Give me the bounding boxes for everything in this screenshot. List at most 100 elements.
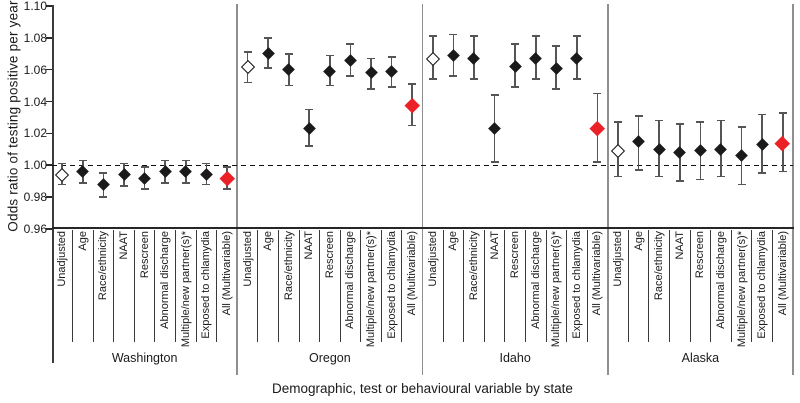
x-category-label: NAAT	[670, 231, 691, 343]
data-point-diamond-filled	[261, 47, 275, 61]
error-bar-cap-bottom	[305, 145, 314, 147]
x-axis-line	[52, 227, 794, 229]
category-separator	[463, 230, 465, 342]
data-point-diamond-filled	[652, 142, 666, 156]
error-bar-cap-bottom	[78, 182, 87, 184]
category-separator	[504, 230, 506, 342]
x-category-label-text: NAAT	[118, 231, 131, 260]
data-point-diamond-filled	[323, 64, 337, 78]
error-bar-cap-top	[284, 52, 293, 55]
data-point-diamond-filled	[200, 168, 213, 182]
error-bar-cap-top	[346, 43, 355, 46]
category-separator	[175, 230, 176, 342]
x-category-label-text: Race/ethnicity	[97, 231, 110, 301]
error-bar-cap-top	[264, 37, 273, 39]
x-category-label-text: All (Multivariable)	[220, 231, 233, 316]
state-label: Alaska	[681, 351, 720, 365]
category-separator	[648, 230, 650, 342]
x-category-label-text: Age	[76, 231, 89, 251]
data-point-diamond-open	[610, 143, 626, 159]
x-category-label-text: Unadjusted	[241, 231, 254, 287]
y-tick-mark	[46, 5, 52, 7]
error-bar-cap-bottom	[161, 182, 170, 184]
panel-separator	[236, 4, 239, 375]
x-category-label-text: Multiple/new partner(s)*	[179, 231, 192, 348]
x-category-label: Race/ethnicity	[649, 231, 670, 343]
category-separator	[524, 230, 526, 342]
error-bar-cap-top	[120, 162, 129, 165]
category-separator	[442, 230, 444, 342]
x-category-label: Unadjusted	[237, 231, 258, 343]
x-category-label-text: All (Multivariable)	[776, 231, 789, 316]
error-bar-cap-top	[572, 35, 581, 38]
error-bar-cap-bottom	[531, 78, 540, 81]
data-point-diamond-filled	[344, 53, 357, 67]
x-category-label-text: Exposed to chlamydia	[385, 231, 398, 339]
y-tick-mark	[46, 132, 52, 135]
error-bar-cap-top	[140, 166, 149, 168]
error-bar-cap-bottom	[284, 84, 293, 87]
y-tick-label: 1.00	[23, 158, 47, 173]
error-bar-cap-top	[325, 54, 334, 57]
category-separator	[771, 230, 773, 342]
data-point-diamond-open	[55, 167, 70, 182]
data-point-diamond-red	[404, 97, 420, 113]
x-category-label: Abnormal discharge	[155, 231, 176, 343]
y-tick-mark	[46, 196, 52, 198]
error-bar-cap-top	[428, 35, 437, 38]
reference-line-or-1	[52, 164, 793, 167]
error-bar-cap-bottom	[737, 183, 746, 186]
data-point-diamond-filled	[138, 171, 151, 185]
data-point-diamond-open	[240, 59, 255, 74]
x-category-label-text: NAAT	[303, 231, 316, 260]
category-separator	[545, 230, 547, 342]
data-point-diamond-filled	[529, 52, 543, 65]
category-separator	[133, 230, 135, 342]
y-tick-label: 0.96	[23, 222, 47, 236]
category-separator	[277, 230, 279, 342]
x-category-label-text: Exposed to chlamydia	[756, 231, 769, 339]
category-separator	[195, 230, 197, 342]
state-label: Washington	[111, 351, 178, 365]
x-category-label: Exposed to chlamydia	[196, 231, 217, 343]
x-category-label-text: Multiple/new partner(s)*	[550, 231, 563, 348]
error-bar-cap-top	[202, 162, 211, 165]
data-point-diamond-filled	[549, 61, 563, 75]
x-category-label: All (Multivariable)	[587, 231, 608, 343]
error-bar-cap-bottom	[346, 75, 355, 77]
error-bar-cap-bottom	[181, 182, 190, 184]
data-point-diamond-red	[775, 135, 791, 151]
x-category-label-text: All (Multivariable)	[591, 231, 604, 316]
category-separator	[113, 230, 115, 342]
error-bar-cap-top	[655, 119, 664, 122]
error-bar-cap-top	[593, 92, 602, 95]
error-bar-cap-bottom	[511, 86, 520, 89]
data-point-diamond-filled	[755, 138, 769, 151]
data-point-diamond-filled	[364, 66, 378, 80]
y-tick-label: 1.08	[23, 30, 47, 45]
data-point-diamond-filled	[158, 165, 172, 179]
category-separator	[483, 230, 485, 342]
data-point-diamond-filled	[447, 49, 460, 62]
data-point-diamond-filled	[714, 142, 728, 156]
x-category-label: All (Multivariable)	[217, 231, 238, 343]
error-bar-cap-bottom	[202, 183, 211, 186]
y-tick-mark	[46, 228, 52, 230]
category-separator	[751, 230, 753, 342]
error-bar-cap-bottom	[758, 172, 767, 175]
error-bar-cap-bottom	[655, 175, 664, 178]
category-separator	[730, 230, 732, 342]
error-bar-cap-bottom	[490, 161, 499, 163]
x-category-label-text: Exposed to chlamydia	[200, 231, 213, 339]
error-bar-cap-top	[614, 121, 623, 124]
data-point-diamond-filled	[467, 52, 481, 65]
category-separator	[380, 230, 382, 342]
data-point-diamond-filled	[117, 168, 131, 182]
data-point-diamond-filled	[302, 122, 316, 136]
error-bar-cap-top	[490, 94, 499, 96]
data-point-diamond-filled	[632, 135, 645, 148]
error-bar-cap-top	[181, 159, 190, 162]
y-tick-label: 1.04	[23, 94, 47, 109]
data-point-diamond-filled	[488, 122, 501, 136]
data-point-diamond-filled	[508, 60, 522, 73]
